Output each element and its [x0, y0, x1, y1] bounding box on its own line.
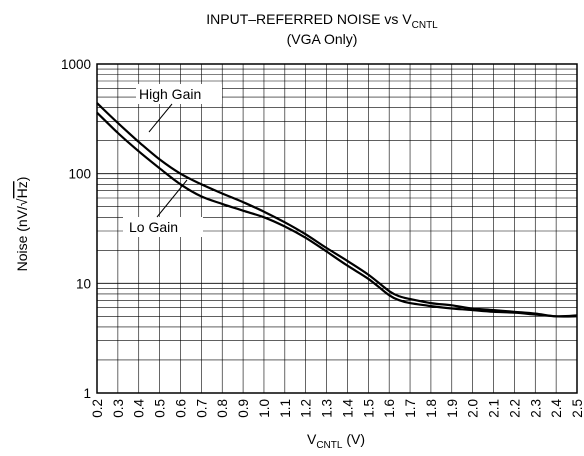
chart-title-subscript: CNTL — [412, 20, 439, 31]
series-line-high-gain — [96, 102, 578, 318]
y-tick-label: 1000 — [61, 57, 91, 72]
x-tick-label: 1.4 — [340, 399, 355, 418]
x-tick-label: 0.6 — [173, 399, 188, 418]
series-line-lo-gain — [96, 111, 578, 318]
annotation-bg-high-gain — [136, 84, 222, 104]
x-tick-label: 1.1 — [278, 399, 293, 418]
annotation-leader-high-gain — [148, 103, 173, 133]
x-tick-label: 1.5 — [361, 399, 376, 418]
x-tick-label: 2.3 — [528, 399, 543, 418]
chart-title-line1: INPUT–REFERRED NOISE vs VCNTL — [206, 11, 438, 31]
x-tick-label: 2.4 — [549, 399, 564, 418]
y-tick-label: 1 — [83, 386, 91, 401]
y-axis-label-root: Hz — [14, 181, 30, 198]
x-tick-label: 1.3 — [320, 399, 335, 418]
x-axis-label-main: V — [307, 431, 317, 447]
x-tick-label: 0.2 — [90, 399, 105, 418]
x-tick-label: 0.9 — [236, 399, 251, 418]
x-tick-label: 1.6 — [382, 399, 397, 418]
chart-title-line2: (VGA Only) — [287, 31, 358, 47]
x-axis-label-subscript: CNTL — [316, 440, 343, 451]
annotations-group: High Gain Lo Gain — [123, 84, 222, 237]
x-tick-labels: 0.2 0.3 0.4 0.5 0.6 0.7 0.8 0.9 1.0 1.1 1.2 1.3 1.4 1… — [90, 399, 584, 418]
annotation-leader-lo-gain — [156, 179, 188, 218]
x-tick-label: 0.4 — [132, 399, 147, 418]
x-tick-label: 0.8 — [215, 399, 230, 418]
x-tick-label: 1.7 — [403, 399, 418, 418]
annotation-high-gain: High Gain — [139, 86, 201, 102]
x-tick-label: 1.9 — [445, 399, 460, 418]
plot-frame — [96, 63, 578, 394]
y-axis-label-sqrt: √ — [14, 198, 30, 206]
x-tick-label: 0.3 — [111, 399, 126, 418]
x-tick-label: 1.2 — [299, 399, 314, 418]
annotation-lo-gain: Lo Gain — [129, 219, 178, 235]
x-axis-label-unit: (V) — [342, 431, 365, 447]
y-tick-label: 10 — [76, 276, 91, 291]
y-axis-label-prefix: Noise (nV/ — [14, 206, 30, 271]
x-tick-label: 0.5 — [153, 399, 168, 418]
x-tick-label: 2.5 — [570, 399, 584, 418]
x-tick-label: 1.8 — [424, 399, 439, 418]
x-tick-label: 2.2 — [507, 399, 522, 418]
chart-title-main: INPUT–REFERRED NOISE vs V — [206, 11, 412, 27]
x-tick-label: 2.0 — [466, 399, 481, 418]
y-axis-label-suffix: ) — [14, 177, 30, 182]
x-tick-label: 2.1 — [487, 399, 502, 418]
annotation-bg-lo-gain — [123, 217, 203, 237]
series-group — [96, 102, 578, 318]
x-axis-label: VCNTL (V) — [307, 431, 365, 451]
x-tick-label: 1.0 — [257, 399, 272, 418]
y-tick-labels: 1 10 100 1000 — [61, 57, 91, 401]
y-axis-label: Noise (nV/√Hz) — [14, 177, 30, 272]
x-tick-label: 0.7 — [194, 399, 209, 418]
y-tick-label: 100 — [68, 167, 91, 182]
